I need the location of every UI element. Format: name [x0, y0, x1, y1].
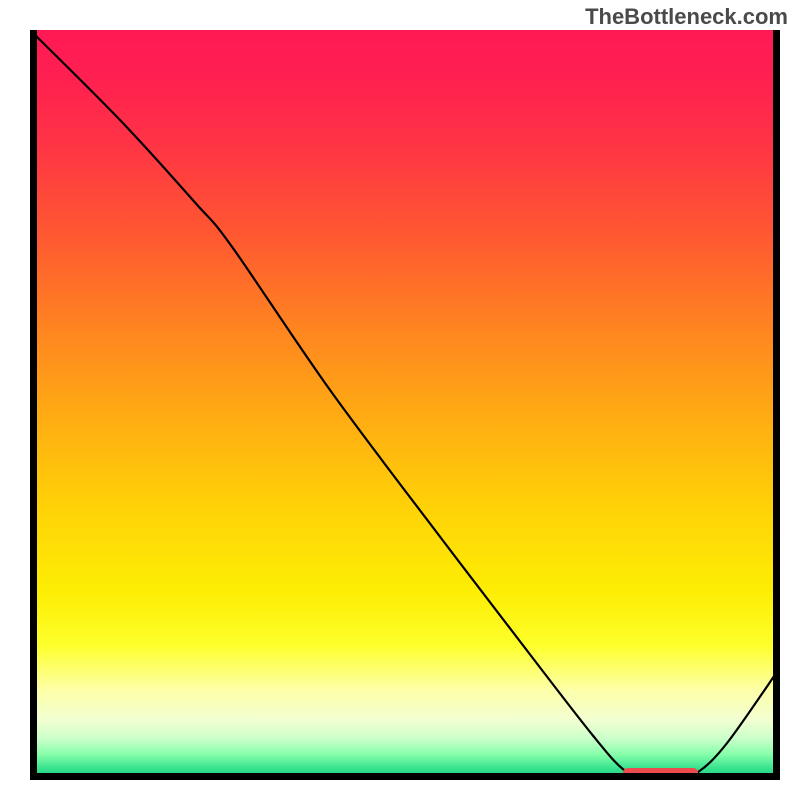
- plot-area: [30, 30, 780, 780]
- chart-container: TheBottleneck.com: [0, 0, 800, 800]
- watermark-text: TheBottleneck.com: [585, 4, 788, 30]
- curve-path: [30, 30, 780, 779]
- optimum-marker-band: [623, 768, 698, 777]
- bottleneck-curve: [30, 30, 780, 780]
